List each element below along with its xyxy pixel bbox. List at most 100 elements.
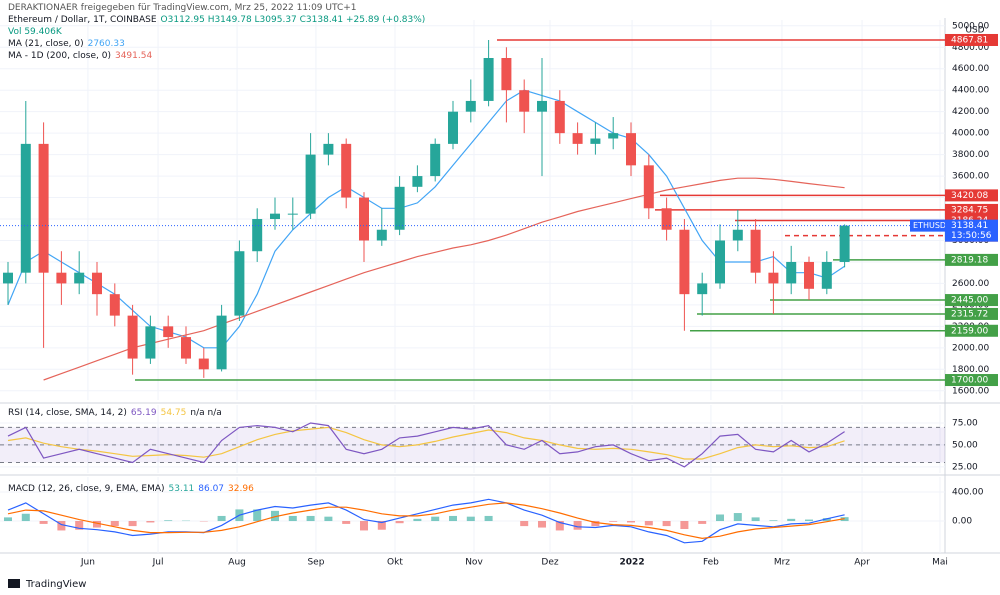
candle-body	[180, 337, 191, 359]
candle-body	[483, 58, 494, 101]
y-tick-label: 25.00	[952, 462, 978, 472]
level-label: 2445.00	[951, 296, 988, 306]
candle-body	[804, 261, 815, 289]
histogram-bar	[644, 521, 653, 526]
candle-body	[554, 100, 565, 134]
candle-body	[305, 154, 316, 214]
candle-body	[661, 208, 672, 230]
candle-body	[679, 229, 690, 295]
ma-name: MA (21, close, 0)	[8, 39, 84, 49]
candle-body	[234, 251, 245, 316]
candle-body	[287, 213, 298, 215]
countdown: 13:50:56	[951, 231, 992, 241]
histogram-bar	[342, 521, 351, 524]
y-tick-label: 4800.00	[952, 43, 989, 53]
histogram-bar	[306, 515, 315, 522]
symbol-tag-box	[910, 219, 945, 232]
level-label: 1700.00	[951, 376, 988, 386]
histogram-bar	[769, 520, 778, 522]
attribution: DERAKTIONAER freigegeben für TradingView…	[8, 3, 357, 13]
histogram-bar	[520, 521, 529, 527]
x-tick-label: Mai	[932, 558, 948, 568]
histogram-bar	[128, 521, 137, 527]
histogram-bar	[555, 521, 564, 531]
hist-value: 53.11	[168, 484, 195, 494]
y-tick-label: 4400.00	[952, 86, 989, 96]
histogram-bar	[377, 521, 386, 530]
candle-body	[697, 283, 708, 295]
rsi-value: 65.19	[130, 408, 157, 418]
histogram-bar	[609, 521, 618, 522]
histogram-bar	[591, 521, 600, 527]
histogram-bar	[217, 515, 226, 522]
candle-body	[74, 272, 85, 284]
histogram-bar	[75, 521, 84, 530]
candle-body	[608, 133, 619, 139]
histogram-bar	[146, 521, 155, 523]
candle-body	[501, 58, 512, 91]
candle-body	[56, 272, 67, 284]
rsi-title: RSI (14, close, SMA, 14, 2)	[8, 408, 127, 418]
y-tick-label: 5000.00	[952, 21, 989, 31]
footer-logo	[8, 579, 20, 588]
rsi-ma-value: 54.75	[160, 408, 187, 418]
histogram-bar	[413, 518, 422, 522]
candle-body	[38, 143, 49, 273]
candle-body	[376, 229, 387, 241]
histogram-bar	[92, 521, 101, 528]
candle-body	[412, 176, 423, 187]
rsi-line	[7, 426, 845, 460]
footer-logo-text: TradingView	[25, 579, 86, 590]
ma-line	[43, 177, 845, 381]
histogram-bar	[627, 521, 636, 523]
histogram-bar	[431, 516, 440, 522]
histogram-bar	[288, 515, 297, 522]
macd-line	[7, 498, 845, 544]
histogram-bar	[787, 518, 796, 522]
y-tick-label: 0.00	[952, 517, 972, 527]
candle-body	[109, 294, 120, 316]
rsi-line	[7, 422, 845, 468]
y-tick-label: 50.00	[952, 440, 978, 450]
y-tick-label: 75.00	[952, 418, 978, 428]
x-tick-label: 2022	[620, 558, 645, 568]
histogram-bar	[21, 513, 30, 522]
symbol-tag: ETHUSD	[913, 221, 946, 230]
level-label: 2315.72	[951, 309, 988, 319]
histogram-bar	[733, 513, 742, 522]
symbol-legend: Ethereum / Dollar, 1T, COINBASE O3112.95 …	[8, 15, 429, 25]
histogram-bar	[395, 521, 404, 524]
y-tick-label: 4600.00	[952, 64, 989, 74]
candle-body	[643, 165, 654, 209]
ma200-legend: MA - 1D (200, close, 0) 3491.54	[8, 51, 156, 61]
symbol-title: Ethereum / Dollar, 1T, COINBASE	[8, 15, 157, 25]
level-label-box	[945, 374, 998, 387]
level-label: 3420.08	[951, 191, 988, 201]
candle-body	[590, 138, 601, 144]
histogram-bar	[57, 521, 66, 531]
x-tick-label: Sep	[307, 558, 324, 568]
y-tick-label: 1800.00	[952, 365, 989, 375]
x-tick-label: Mrz	[774, 558, 790, 568]
last-price-label: 3138.41	[951, 221, 988, 231]
x-tick-label: Apr	[854, 558, 870, 568]
histogram-bar	[716, 514, 725, 522]
candle-body	[91, 272, 102, 295]
candle-body	[341, 143, 352, 198]
level-label-box	[945, 189, 998, 202]
candle-body	[715, 240, 726, 284]
x-tick-label: Jul	[152, 558, 164, 568]
histogram-bar	[359, 521, 368, 531]
candle-body	[358, 197, 369, 241]
histogram-bar	[484, 515, 493, 522]
level-label-box	[945, 294, 998, 307]
rsi-legend: RSI (14, close, SMA, 14, 2) 65.19 54.75 n/a…	[8, 408, 226, 418]
x-tick-label: Nov	[465, 558, 483, 568]
level-label: 2159.00	[951, 326, 988, 336]
ma-value: 3491.54	[114, 51, 153, 61]
candle-body	[750, 229, 761, 273]
candle-body	[839, 225, 850, 262]
